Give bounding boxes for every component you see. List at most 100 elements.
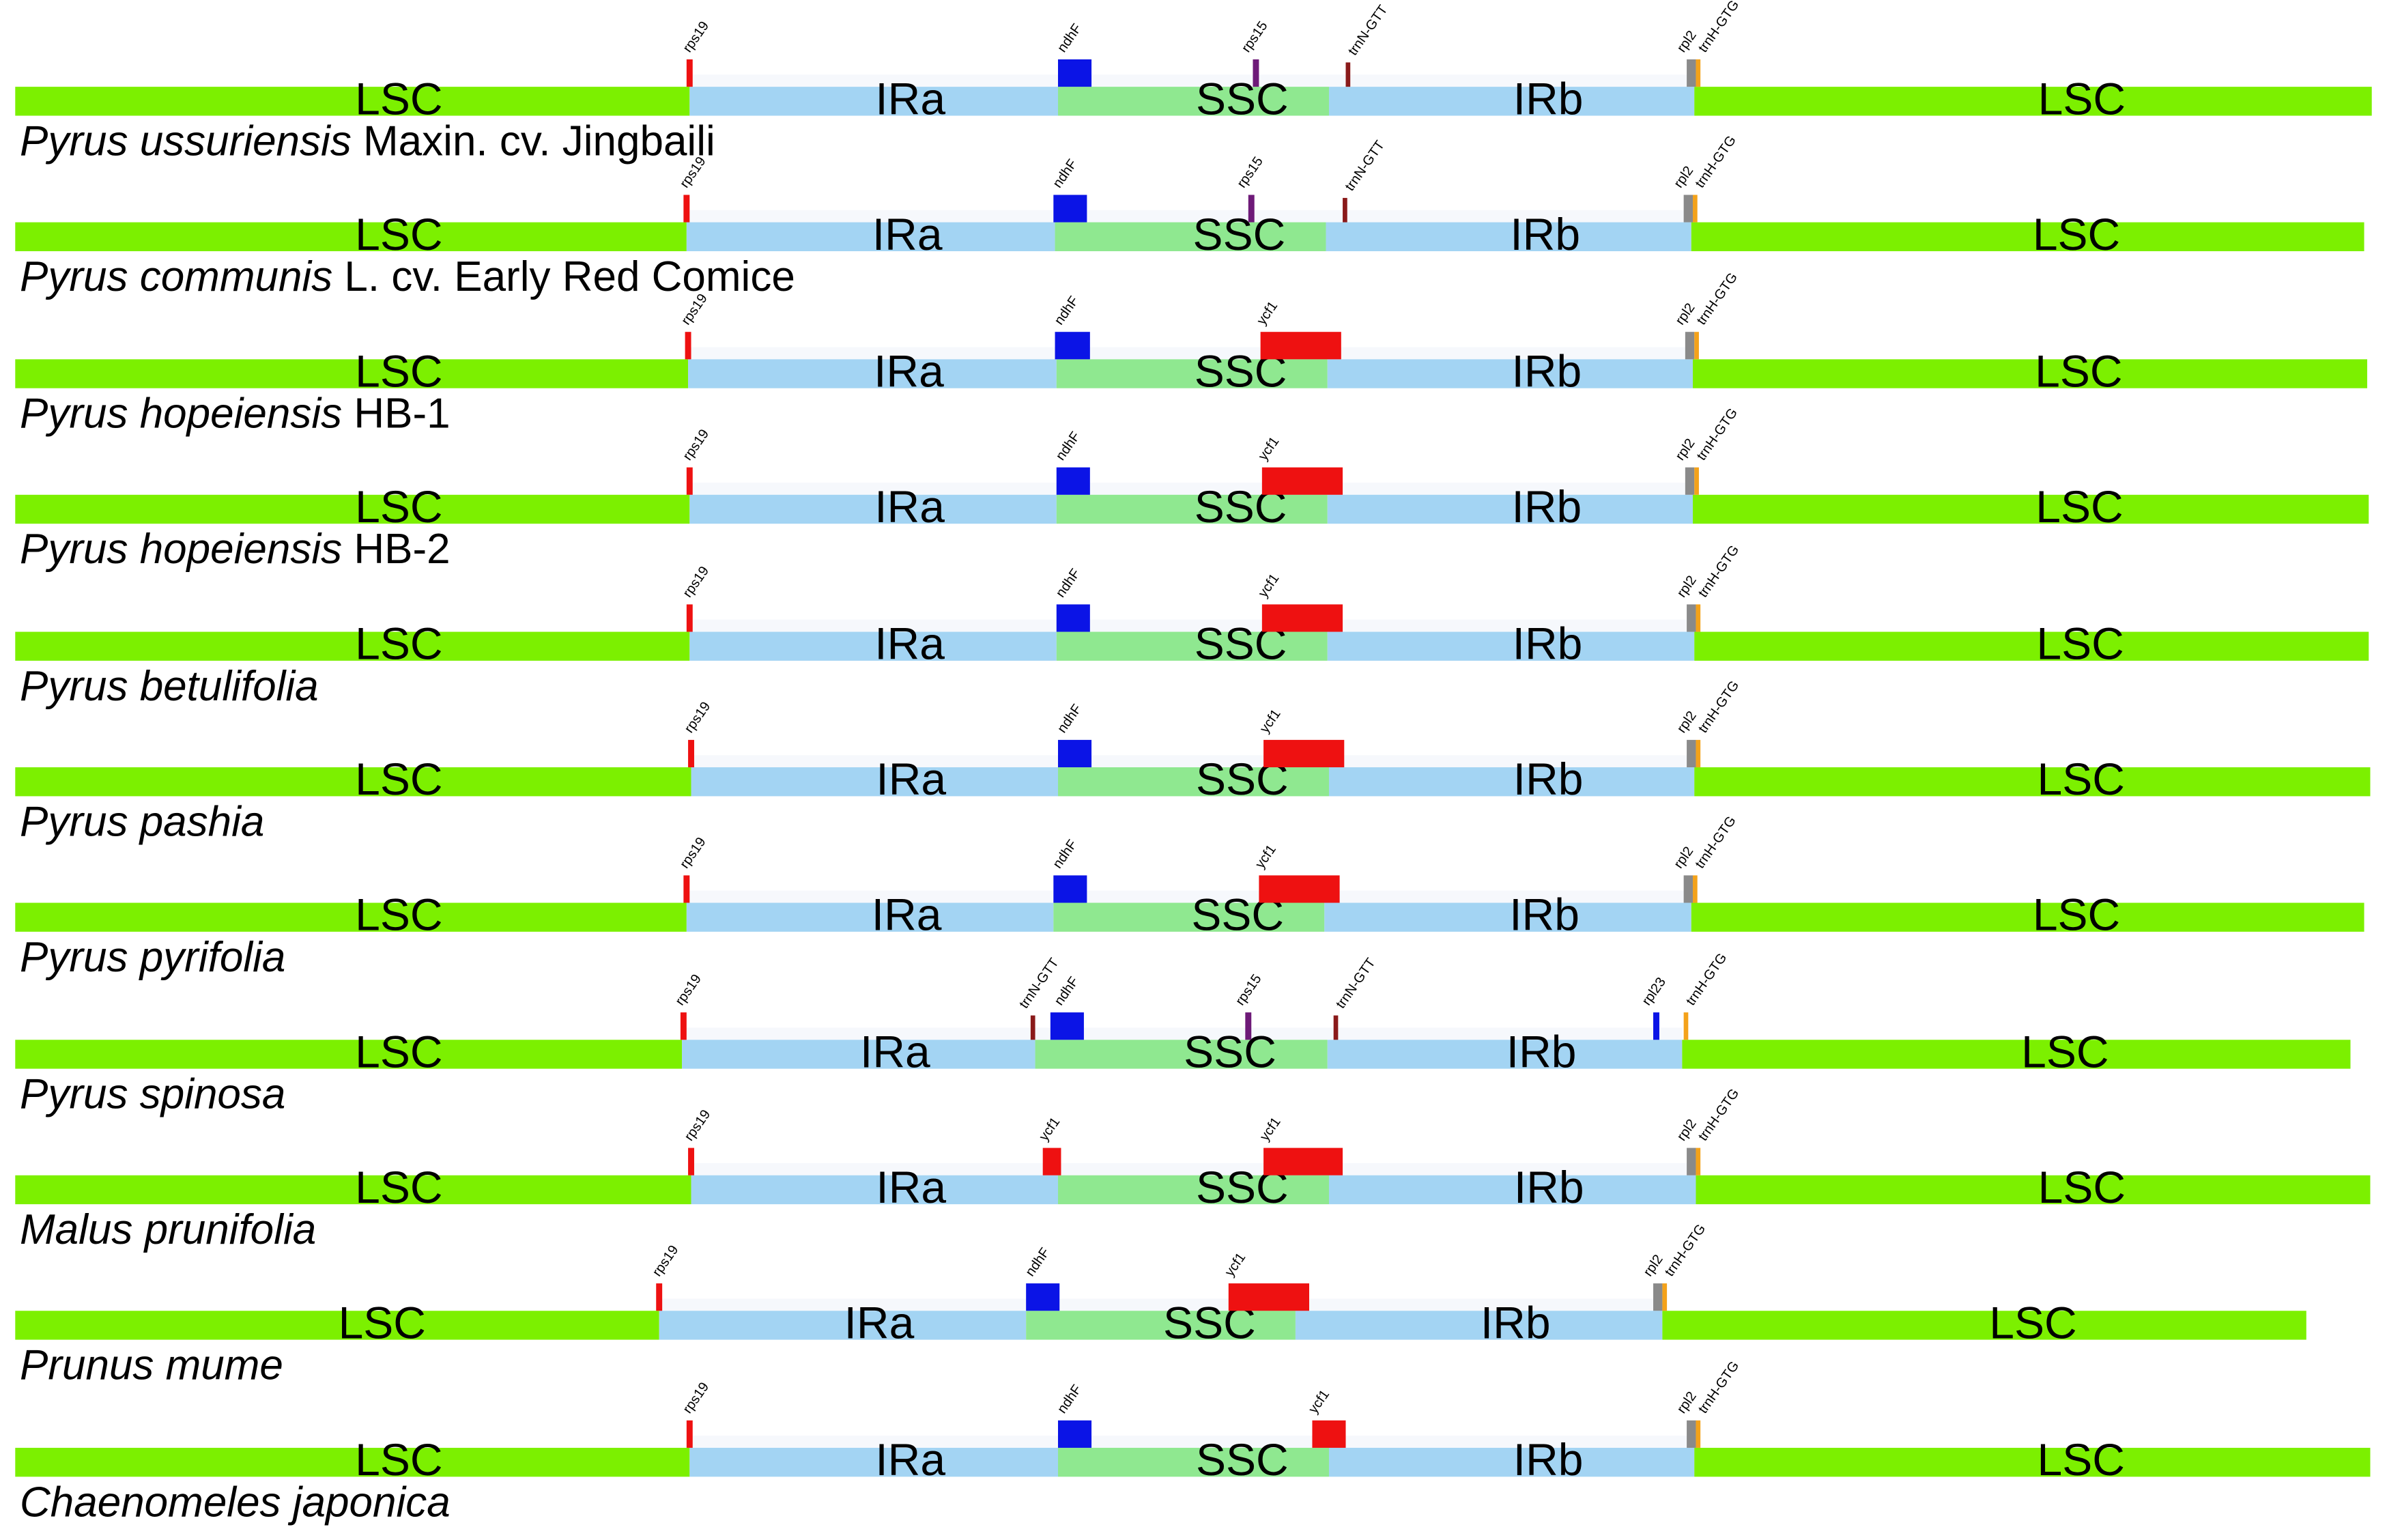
gene-trnh-gtg-marker <box>1693 875 1698 903</box>
gene-label-rpl2: rpl2 <box>1674 1389 1700 1416</box>
gene-rpl2-marker <box>1653 1283 1663 1311</box>
region-label-lsc: LSC <box>355 209 442 259</box>
region-label-irb: IRb <box>1513 1434 1584 1485</box>
gene-ndhf-marker <box>1026 1283 1060 1311</box>
region-label-irb: IRb <box>1481 1297 1551 1348</box>
region-label-lsc: LSC <box>2038 1162 2126 1212</box>
gene-label-trnn-gtt: trnN-GTT <box>1345 3 1390 59</box>
region-label-irb: IRb <box>1509 889 1580 940</box>
gene-trnh-gtg-marker <box>1696 1147 1701 1175</box>
gene-label-ndhf: ndhF <box>1055 702 1085 736</box>
gene-label-rps19: rps19 <box>680 427 712 464</box>
species-binomial: Pyrus ussuriensis <box>20 117 352 165</box>
gene-rps19-marker <box>686 467 693 495</box>
region-label-ira: IRa <box>860 1026 930 1076</box>
region-label-lsc: LSC <box>2038 73 2126 124</box>
region-label-lsc: LSC <box>2033 889 2120 940</box>
region-ssc-bar <box>1056 359 1328 388</box>
gene-rpl2-marker <box>1687 59 1696 87</box>
gene-label-trnh-gtg: trnH-GTG <box>1692 133 1739 191</box>
gene-rps19-marker <box>688 1147 694 1175</box>
species-binomial: Malus prunifolia <box>20 1206 316 1253</box>
gene-rpl2-marker <box>1687 1420 1696 1448</box>
gene-label-ycf1: ycf1 <box>1306 1387 1332 1416</box>
gene-rps19-marker <box>656 1283 663 1311</box>
species-label: Pyrus hopeiensis HB-1 <box>20 390 451 438</box>
gene-trnn-gtt-marker <box>1030 1015 1035 1040</box>
species-label: Chaenomeles japonica <box>20 1479 451 1526</box>
species-binomial: Pyrus communis <box>20 253 332 300</box>
region-lsc-bar <box>1691 222 2364 251</box>
region-label-lsc: LSC <box>2035 481 2123 532</box>
region-ssc-bar <box>1056 494 1328 524</box>
region-ssc-bar <box>1056 631 1328 661</box>
species-cultivar: HB-2 <box>342 526 450 573</box>
region-ira-bar <box>691 767 1059 797</box>
region-irb-bar <box>1328 1447 1695 1477</box>
region-irb-bar <box>1328 1175 1696 1205</box>
species-cultivar: Maxin. cv. Jingbaili <box>352 117 715 165</box>
track-backdrop <box>688 347 1693 360</box>
gene-label-trnh-gtg: trnH-GTG <box>1696 678 1742 736</box>
region-label-ira: IRa <box>876 1162 946 1212</box>
region-label-lsc: LSC <box>2035 345 2122 396</box>
gene-rps15-marker <box>1253 59 1259 87</box>
track-backdrop <box>689 482 1693 495</box>
gene-trnh-gtg-marker <box>1683 1012 1689 1040</box>
gene-label-rpl2: rpl2 <box>1671 844 1696 871</box>
gene-label-rps19: rps19 <box>680 1380 712 1416</box>
gene-label-trnn-gtt: trnN-GTT <box>1343 138 1388 194</box>
track-backdrop <box>689 74 1695 87</box>
gene-label-ndhf: ndhF <box>1055 21 1085 55</box>
species-label: Pyrus spinosa <box>20 1071 285 1118</box>
gene-label-rps19: rps19 <box>672 971 704 1008</box>
gene-ycf1-marker <box>1228 1283 1309 1311</box>
gene-trnh-gtg-marker <box>1694 467 1699 495</box>
region-irb-bar <box>1327 494 1693 524</box>
gene-label-rpl2: rpl2 <box>1674 28 1700 55</box>
gene-label-ycf1: ycf1 <box>1255 571 1282 601</box>
gene-trnh-gtg-marker <box>1696 604 1701 632</box>
gene-label-rps15: rps15 <box>1233 971 1265 1008</box>
region-lsc-bar <box>1691 902 2364 932</box>
gene-trnn-gtt-marker <box>1333 1015 1339 1040</box>
gene-label-ndhf: ndhF <box>1053 566 1083 600</box>
gene-label-trnh-gtg: trnH-GTG <box>1696 1086 1742 1144</box>
gene-label-ycf1: ycf1 <box>1253 842 1279 872</box>
gene-label-trnh-gtg: trnH-GTG <box>1696 1358 1742 1416</box>
region-label-lsc: LSC <box>1989 1297 2076 1348</box>
region-lsc-bar <box>15 1311 659 1340</box>
gene-label-ndhf: ndhF <box>1050 156 1080 190</box>
gene-label-ndhf: ndhF <box>1052 294 1082 328</box>
region-ssc-bar <box>1053 902 1325 932</box>
gene-label-rpl23: rpl23 <box>1639 975 1669 1008</box>
gene-ndhf-marker <box>1050 1012 1084 1040</box>
region-label-lsc: LSC <box>355 1026 442 1076</box>
track-backdrop <box>686 890 1691 903</box>
region-label-ira: IRa <box>844 1297 915 1348</box>
region-label-irb: IRb <box>1514 1162 1584 1212</box>
region-ssc-bar <box>1058 767 1329 797</box>
region-lsc-bar <box>15 767 691 797</box>
gene-label-rps15: rps15 <box>1239 18 1271 55</box>
gene-ndhf-marker <box>1058 59 1092 87</box>
genome-track: LSC IRa SSC IRb LSC rps19 trnN-GTT ndhF rps15 trn… <box>15 951 2351 1118</box>
species-label: Prunus mume <box>20 1342 283 1389</box>
track-backdrop <box>682 1027 1683 1040</box>
region-label-irb: IRb <box>1513 754 1584 804</box>
region-label-irb: IRb <box>1513 73 1584 124</box>
region-ssc-bar <box>1026 1311 1296 1340</box>
gene-label-rpl2: rpl2 <box>1672 436 1698 464</box>
region-irb-bar <box>1326 222 1691 251</box>
gene-ycf1-marker <box>1042 1147 1061 1175</box>
region-lsc-bar <box>15 902 687 932</box>
region-lsc-bar <box>1694 631 2369 661</box>
gene-label-rpl2: rpl2 <box>1672 300 1698 328</box>
gene-label-ndhf: ndhF <box>1053 429 1083 464</box>
species-binomial: Pyrus betulifolia <box>20 663 319 710</box>
region-label-irb: IRb <box>1510 209 1580 259</box>
species-binomial: Pyrus hopeiensis <box>20 390 342 438</box>
gene-ndhf-marker <box>1058 1420 1092 1448</box>
